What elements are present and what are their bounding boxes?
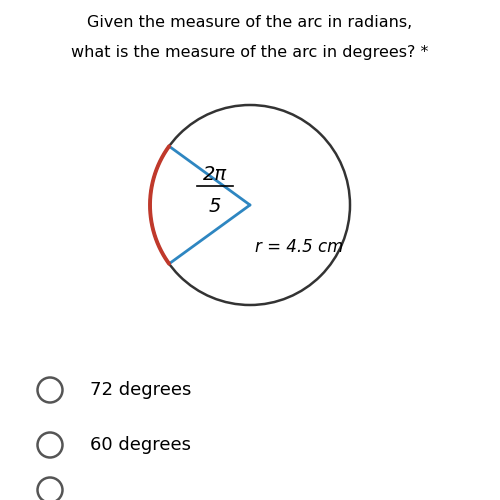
Text: 2π: 2π <box>203 165 227 184</box>
Text: Given the measure of the arc in radians,: Given the measure of the arc in radians, <box>88 15 412 30</box>
Text: 60 degrees: 60 degrees <box>90 436 191 454</box>
Text: 72 degrees: 72 degrees <box>90 381 192 399</box>
Text: 5: 5 <box>209 197 221 216</box>
Text: what is the measure of the arc in degrees? *: what is the measure of the arc in degree… <box>72 45 428 60</box>
Text: r = 4.5 cm: r = 4.5 cm <box>255 238 344 256</box>
